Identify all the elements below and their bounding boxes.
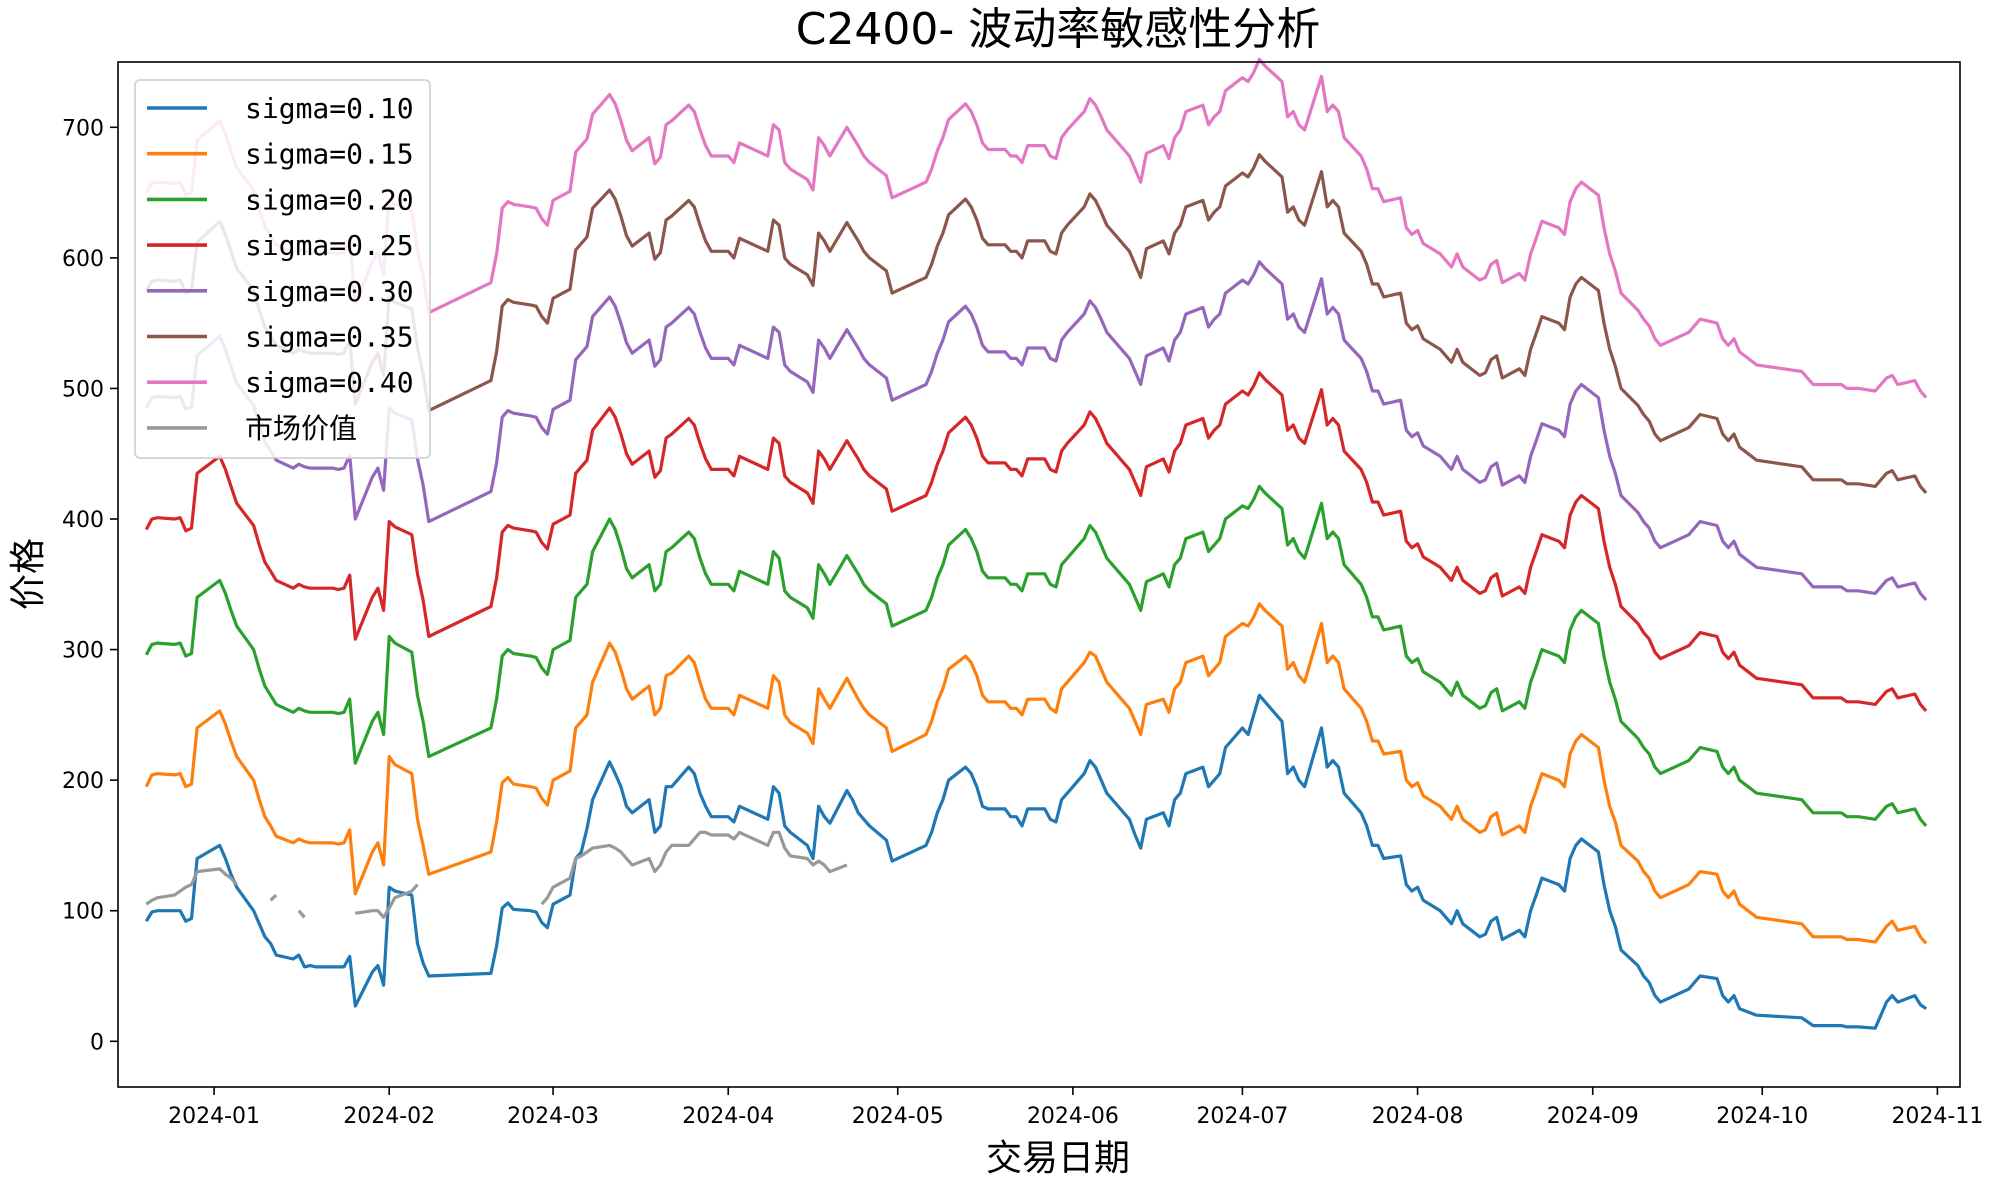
legend-label: sigma=0.40 [245, 366, 414, 399]
x-tick-label: 2024-11 [1891, 1104, 1983, 1129]
series-line-4 [144, 260, 1928, 602]
legend-box [134, 79, 431, 459]
y-tick-label: 200 [62, 769, 104, 794]
y-axis: 0 100 200 300 400 500 600 700 [62, 116, 118, 1055]
x-axis: 2024-01 2024-02 2024-03 2024-04 2024-05 2024-… [168, 1087, 1983, 1129]
legend-label: sigma=0.15 [245, 138, 414, 171]
series-line-0 [144, 693, 1928, 1030]
legend: sigma=0.10 sigma=0.15 sigma=0.20 sigma=0.25… [134, 79, 431, 459]
x-tick-label: 2024-10 [1716, 1104, 1808, 1129]
y-tick-label: 700 [62, 116, 104, 141]
series-line-7 [145, 830, 848, 919]
plot-frame [117, 61, 1961, 1088]
series-line-2 [144, 484, 1928, 827]
y-tick-label: 100 [62, 900, 104, 925]
x-tick-label: 2024-01 [168, 1104, 260, 1129]
series-line-1 [144, 602, 1928, 945]
plot-lines [144, 57, 1928, 1030]
legend-label: sigma=0.10 [245, 92, 414, 125]
x-axis-label: 交易日期 [986, 1138, 1130, 1179]
x-tick-label: 2024-04 [682, 1104, 774, 1129]
y-tick-label: 0 [90, 1030, 104, 1055]
y-tick-label: 400 [62, 508, 104, 533]
y-axis-label: 价格 [8, 538, 49, 610]
legend-label: sigma=0.20 [245, 183, 414, 216]
x-tick-label: 2024-06 [1027, 1104, 1119, 1129]
legend-label: 市场价值 [245, 412, 357, 445]
legend-label: sigma=0.25 [245, 229, 414, 262]
y-tick-label: 300 [62, 639, 104, 664]
legend-label: sigma=0.30 [245, 275, 414, 308]
y-tick-label: 500 [62, 377, 104, 402]
x-tick-label: 2024-05 [852, 1104, 944, 1129]
series-line-3 [144, 371, 1928, 712]
x-tick-label: 2024-09 [1547, 1104, 1639, 1129]
x-tick-label: 2024-07 [1196, 1104, 1288, 1129]
legend-label: sigma=0.35 [245, 321, 414, 354]
x-tick-label: 2024-08 [1372, 1104, 1464, 1129]
x-tick-label: 2024-03 [507, 1104, 599, 1129]
y-tick-label: 600 [62, 247, 104, 272]
chart-title: C2400- 波动率敏感性分析 [796, 4, 1321, 55]
x-tick-label: 2024-02 [343, 1104, 435, 1129]
